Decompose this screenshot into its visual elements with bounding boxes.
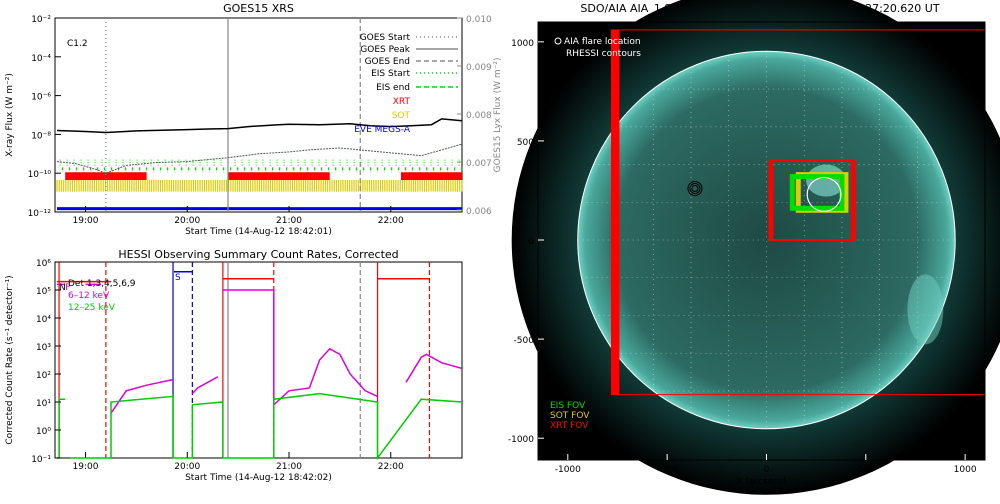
eis-fov bbox=[789, 174, 845, 211]
goes-y-tick-label: 10⁻⁴ bbox=[31, 54, 51, 64]
goes-title: GOES15 XRS bbox=[223, 2, 294, 15]
hessi-frame bbox=[54, 261, 463, 459]
xrt-bar bbox=[65, 172, 147, 180]
xrt-bar bbox=[227, 172, 330, 180]
hessi-title: HESSI Observing Summary Count Rates, Cor… bbox=[118, 248, 398, 261]
aia-frame bbox=[537, 21, 986, 461]
hessi-series-line bbox=[57, 278, 430, 283]
hessi-y-tick-label: 10⁻¹ bbox=[31, 455, 51, 465]
hessi-y-tick-label: 10⁵ bbox=[36, 287, 51, 297]
hessi-legend-label: 12–25 keV bbox=[68, 303, 116, 313]
goes-y-tick-label: 10⁻⁸ bbox=[31, 131, 51, 141]
xrt-fov-bar bbox=[611, 29, 620, 395]
xrt-fov-box-edge bbox=[768, 160, 774, 241]
xrt-bar bbox=[400, 172, 462, 180]
aia-legend-label: AIA flare location bbox=[564, 37, 641, 47]
goes-series-line bbox=[56, 143, 463, 174]
aia-y-tick-label: -500 bbox=[514, 336, 535, 346]
xrt-fov-box-edge bbox=[850, 160, 856, 241]
hessi-y-tick-label: 10³ bbox=[36, 343, 51, 353]
hessi-legend-label: 6–12 keV bbox=[68, 291, 110, 301]
hessi-y-tick-label: 10⁴ bbox=[36, 315, 51, 325]
goes-y2label: GOES15 Lyx Flux (W m⁻²) bbox=[493, 58, 503, 173]
goes-ylabel: X-ray Flux (W m⁻²) bbox=[5, 73, 15, 157]
hessi-count-rate-plot: HESSI Observing Summary Count Rates, Cor… bbox=[5, 248, 463, 483]
active-region bbox=[907, 274, 944, 345]
aia-fov-legend-label: EIS FOV bbox=[550, 401, 586, 411]
goes-legend-label: XRT bbox=[393, 97, 411, 107]
goes-y2-tick-label: 0.007 bbox=[466, 159, 492, 169]
aia-y-tick-label: -1000 bbox=[508, 435, 534, 445]
goes-xlabel: Start Time (14-Aug-12 18:42:01) bbox=[185, 227, 332, 237]
aia-legend-label: RHESSI contours bbox=[566, 49, 641, 59]
rhessi-contour bbox=[687, 180, 703, 196]
goes-legend-label: GOES Peak bbox=[360, 45, 410, 55]
hessi-x-tick-label: 20:00 bbox=[174, 462, 200, 472]
sot-band bbox=[56, 179, 463, 192]
goes-legend-label: EIS end bbox=[376, 83, 410, 93]
aia-x-tick-label: 0 bbox=[764, 465, 770, 475]
goes-flare-class: C1.2 bbox=[67, 39, 88, 49]
aia-y-tick-label: 0 bbox=[528, 237, 534, 247]
eve-megs-band bbox=[57, 207, 462, 211]
aia-ylabel: Y (arcsecs) bbox=[513, 216, 523, 266]
aia-flare-location bbox=[806, 176, 842, 212]
goes-y2-tick-label: 0.008 bbox=[466, 111, 492, 121]
goes-legend-label: GOES Start bbox=[360, 33, 411, 43]
goes-legend-label: EIS Start bbox=[371, 69, 410, 79]
hessi-y-tick-label: 10² bbox=[36, 371, 51, 381]
aia-x-tick-label: 1000 bbox=[954, 465, 977, 475]
goes-frame bbox=[54, 17, 463, 213]
hessi-mark-label: S bbox=[175, 273, 181, 283]
hessi-mark-label: F bbox=[65, 283, 70, 293]
goes-series-line bbox=[56, 118, 463, 134]
goes-y2-tick-label: 0.006 bbox=[466, 207, 492, 217]
hessi-mark-label: N bbox=[59, 283, 66, 293]
goes-x-tick-label: 22:00 bbox=[378, 216, 404, 226]
aia-fov-legend-label: XRT FOV bbox=[550, 421, 589, 431]
aia-solar-image: SDO/AIA AIA_1 SDO/JSOC-SDP 131 14-Aug-20… bbox=[508, 0, 1000, 495]
aia-x-tick-label: -500 bbox=[657, 465, 678, 475]
hessi-xlabel: Start Time (14-Aug-12 18:42:02) bbox=[185, 473, 332, 483]
hessi-y-tick-label: 10⁶ bbox=[36, 259, 51, 269]
goes-legend-label: SOT bbox=[392, 111, 411, 121]
aia-x-tick-label: 500 bbox=[857, 465, 874, 475]
hessi-y-tick-label: 10⁰ bbox=[36, 427, 51, 437]
goes-legend-label: EVE MEGS-A bbox=[354, 125, 411, 135]
goes-y-tick-label: 10⁻¹⁰ bbox=[28, 170, 52, 180]
goes-y-tick-label: 10⁻⁶ bbox=[31, 93, 51, 103]
hessi-x-tick-label: 19:00 bbox=[73, 462, 99, 472]
eis-ticks bbox=[59, 159, 463, 173]
hessi-x-tick-label: 21:00 bbox=[276, 462, 302, 472]
hessi-y-tick-label: 10¹ bbox=[36, 399, 51, 409]
aia-y-tick-label: 1000 bbox=[511, 39, 534, 49]
goes-y2-tick-label: 0.010 bbox=[466, 15, 492, 25]
goes-legend-label: GOES End bbox=[365, 57, 410, 67]
hessi-series-line bbox=[57, 283, 463, 414]
goes-y-tick-label: 10⁻² bbox=[31, 15, 51, 25]
aia-y-tick-label: 500 bbox=[517, 138, 534, 148]
solar-disk bbox=[577, 51, 956, 429]
goes-xrs-plot: GOES15 XRS 10⁻¹² 10⁻¹⁰ 10⁻⁸ 10⁻⁶ 10⁻⁴ 10⁻² 19:0… bbox=[5, 2, 503, 237]
aia-fov-legend-label: SOT FOV bbox=[550, 411, 590, 421]
rhessi-contour bbox=[691, 184, 699, 192]
hessi-legend-label: Det 1,3,4,5,6,9 bbox=[68, 279, 136, 289]
goes-y-tick-label: 10⁻¹² bbox=[28, 209, 52, 219]
aia-x-tick-label: -1000 bbox=[555, 465, 581, 475]
goes-x-tick-label: 20:00 bbox=[174, 216, 200, 226]
rhessi-contour bbox=[689, 182, 701, 194]
goes-x-tick-label: 19:00 bbox=[73, 216, 99, 226]
heliographic-grid bbox=[577, 51, 956, 429]
aia-legend-circle bbox=[554, 37, 562, 45]
hessi-ylabel: Corrected Count Rate (s⁻¹ detector⁻¹) bbox=[5, 275, 15, 444]
goes-x-tick-label: 21:00 bbox=[276, 216, 302, 226]
hessi-x-tick-label: 22:00 bbox=[378, 462, 404, 472]
goes-y2-tick-label: 0.009 bbox=[466, 63, 492, 73]
aia-xlabel: X (arcsecs) bbox=[737, 477, 787, 487]
